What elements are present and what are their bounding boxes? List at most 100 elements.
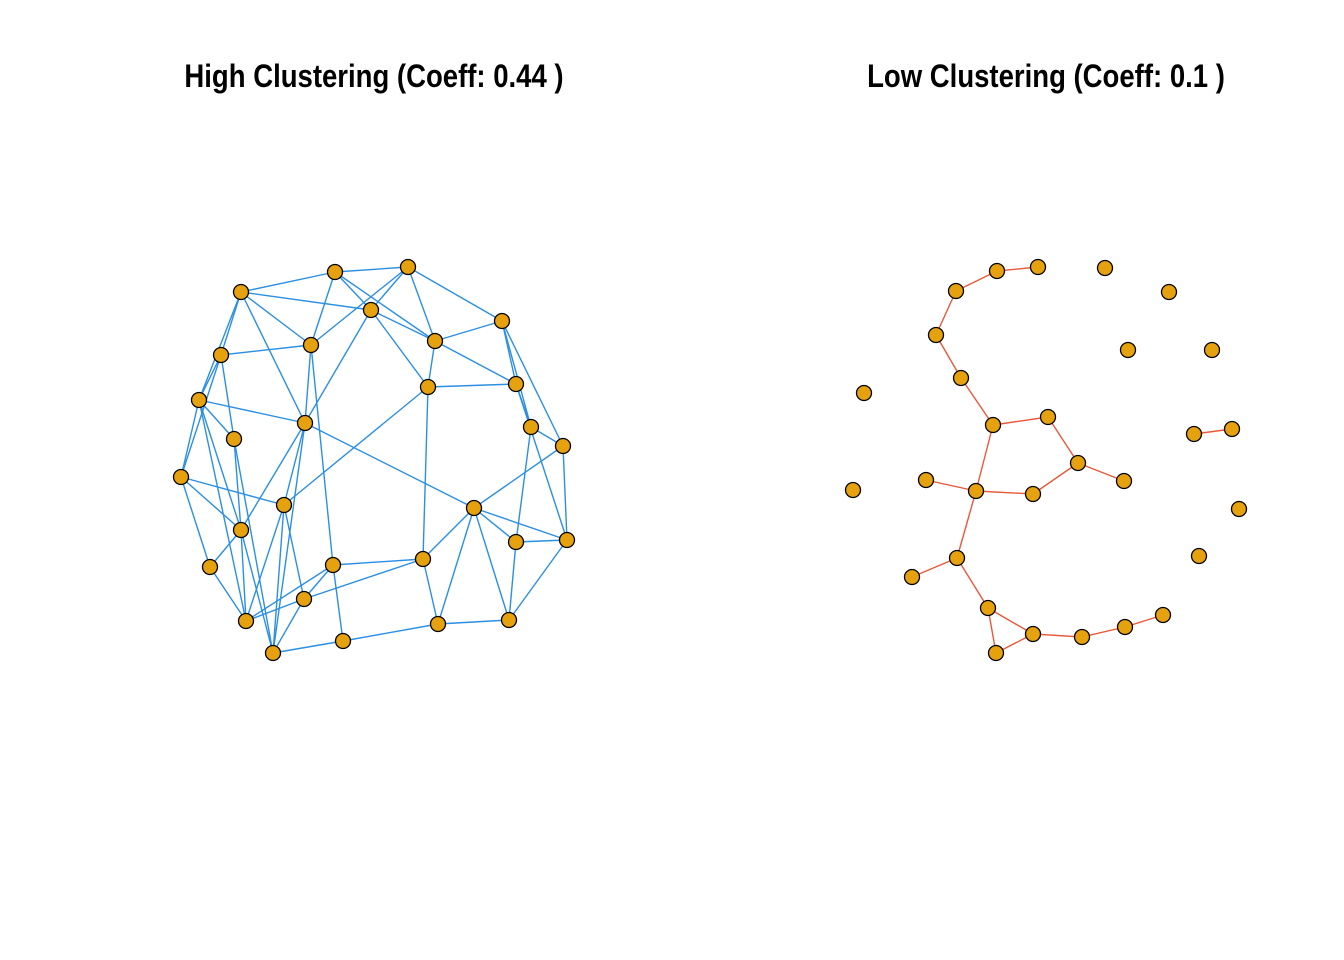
- panel-title-low-clustering: Low Clustering (Coeff: 0.1 ): [867, 58, 1225, 94]
- graph-node: [855, 384, 873, 402]
- graph-edge: [180, 476, 211, 568]
- graph-node: [1203, 341, 1221, 359]
- graph-node: [190, 391, 208, 409]
- graph-edge: [407, 266, 503, 322]
- graph-node: [1230, 500, 1248, 518]
- graph-node: [232, 521, 250, 539]
- graph-edge: [992, 416, 1049, 426]
- graph-node: [507, 533, 525, 551]
- graph-edge: [304, 344, 312, 424]
- graph-edge: [209, 566, 247, 622]
- graph-edge: [515, 383, 568, 541]
- graph-node: [414, 550, 432, 568]
- graph-edge: [422, 558, 439, 625]
- graph-edge: [473, 507, 510, 621]
- graph-node: [947, 282, 965, 300]
- graph-edge: [180, 354, 222, 478]
- graph-edge: [240, 422, 306, 531]
- graph-edge: [370, 266, 409, 311]
- graph-edge: [437, 507, 475, 625]
- graph-node: [1024, 625, 1042, 643]
- graph-edge: [245, 598, 305, 622]
- graph-edge: [180, 476, 242, 531]
- graph-edge: [370, 309, 429, 388]
- graph-edge: [283, 504, 305, 600]
- graph-edge: [1077, 462, 1125, 482]
- graph-edge: [220, 354, 235, 440]
- graph-edge: [515, 426, 532, 543]
- graph-node: [952, 369, 970, 387]
- graph-edge: [198, 399, 242, 531]
- panel-title-high-clustering: High Clustering (Coeff: 0.44 ): [184, 58, 564, 94]
- graph-node: [500, 611, 518, 629]
- graph-edge: [303, 558, 424, 600]
- graph-node: [988, 262, 1006, 280]
- graph-edge: [304, 422, 475, 509]
- graph-node: [967, 482, 985, 500]
- graph-edge: [240, 291, 306, 424]
- graph-node: [264, 644, 282, 662]
- graph-node: [1024, 485, 1042, 503]
- graph-node: [903, 568, 921, 586]
- graph-node: [507, 375, 525, 393]
- graph-node: [212, 346, 230, 364]
- graph-edge: [508, 539, 568, 621]
- graph-node: [554, 437, 572, 455]
- graph-edge: [501, 320, 532, 428]
- graph-edge: [272, 422, 306, 654]
- graph-edge: [473, 507, 517, 543]
- graph-edge: [987, 607, 1034, 635]
- graph-node: [426, 332, 444, 350]
- graph-edge: [975, 424, 994, 492]
- graph-edge: [198, 354, 222, 401]
- graph-node: [362, 301, 380, 319]
- graph-node: [927, 326, 945, 344]
- graph-edge: [473, 445, 564, 509]
- graph-node: [275, 496, 293, 514]
- graph-edge: [310, 266, 409, 346]
- graph-edge: [434, 340, 517, 385]
- graph-edge: [240, 271, 336, 293]
- graph-edge: [1032, 633, 1083, 638]
- graph-edge: [975, 490, 1034, 495]
- graph-node: [1069, 454, 1087, 472]
- graph-edge: [515, 539, 568, 543]
- graph-edge: [427, 383, 517, 388]
- graph-node: [419, 378, 437, 396]
- graph-edge: [334, 271, 436, 342]
- graph-node: [558, 531, 576, 549]
- graph-node: [1116, 618, 1134, 636]
- graph-edge: [198, 291, 242, 401]
- graph-edge: [198, 399, 306, 424]
- graph-node: [302, 336, 320, 354]
- graph-edge: [508, 541, 517, 621]
- graph-edge: [283, 422, 306, 506]
- graph-node: [844, 481, 862, 499]
- graph-node: [324, 556, 342, 574]
- graph-node: [987, 644, 1005, 662]
- low-clustering-network: [844, 258, 1248, 662]
- graph-edge: [334, 271, 372, 311]
- graph-edge: [956, 557, 989, 609]
- graph-edge: [283, 386, 429, 506]
- graph-edge: [437, 619, 510, 625]
- graph-node: [948, 549, 966, 567]
- graph-node: [399, 258, 417, 276]
- graph-node: [429, 615, 447, 633]
- graph-node: [172, 468, 190, 486]
- graph-edge: [332, 564, 344, 642]
- graph-edge: [220, 344, 312, 356]
- graph-edge: [180, 476, 285, 506]
- graph-node: [1223, 420, 1241, 438]
- graph-edge: [370, 309, 436, 342]
- graph-edge: [334, 266, 409, 273]
- graph-edge: [272, 504, 285, 654]
- graph-node: [1154, 606, 1172, 624]
- graph-edge: [180, 399, 200, 478]
- graph-node: [979, 599, 997, 617]
- graph-edge: [1032, 462, 1079, 495]
- graph-node: [1096, 259, 1114, 277]
- graph-edge: [960, 377, 994, 426]
- graph-node: [493, 312, 511, 330]
